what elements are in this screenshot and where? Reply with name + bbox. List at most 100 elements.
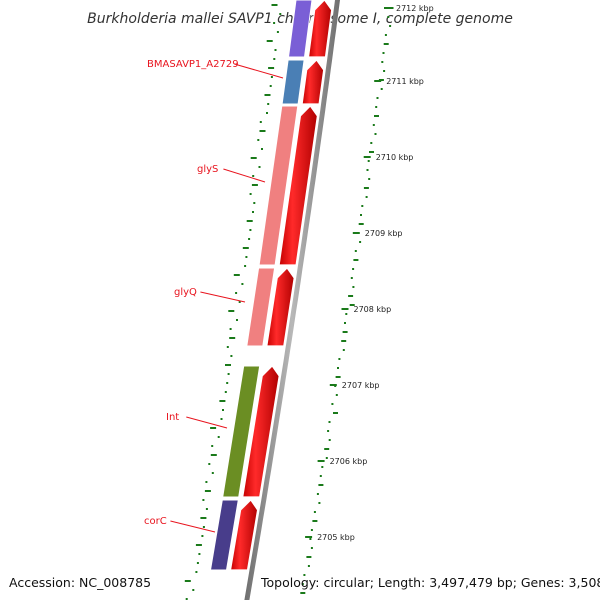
gc-dot xyxy=(382,52,385,54)
gc-dot xyxy=(384,34,387,36)
gene-bar xyxy=(246,267,276,347)
label-leader-line xyxy=(170,520,216,533)
gc-dot xyxy=(266,40,273,42)
ruler-tick-label: 2707 kbp xyxy=(342,381,380,390)
gc-dot xyxy=(361,205,364,207)
gc-dot xyxy=(309,538,312,540)
ruler-tick xyxy=(329,384,337,386)
gc-dot xyxy=(380,88,383,90)
gc-dot xyxy=(205,508,208,510)
gc-dot xyxy=(341,340,347,342)
gc-dot xyxy=(318,484,324,486)
gene-bar xyxy=(287,0,313,58)
gc-dot xyxy=(363,187,369,189)
gc-dot xyxy=(241,283,244,285)
gc-dot xyxy=(270,76,273,78)
gc-dot xyxy=(387,16,390,18)
gc-dot xyxy=(202,499,205,501)
gc-dot xyxy=(360,214,362,216)
gc-dot xyxy=(217,436,220,438)
backbone-band xyxy=(244,0,340,600)
label-leader-line xyxy=(234,63,284,79)
gc-dot xyxy=(261,148,263,150)
gc-dot xyxy=(229,337,236,339)
ruler-tick xyxy=(363,156,371,158)
gc-dot xyxy=(226,346,229,348)
ruler-tick-label: 2710 kbp xyxy=(376,153,414,162)
gc-dot xyxy=(195,571,198,573)
ruler-tick-label: 2712 kbp xyxy=(396,4,434,13)
cds-track xyxy=(229,0,333,571)
gc-dot xyxy=(196,562,199,564)
gc-dot xyxy=(208,463,211,465)
gene-label: Int xyxy=(166,412,179,423)
gc-dot xyxy=(342,349,345,351)
gene-bar xyxy=(209,499,239,571)
gc-dot xyxy=(246,220,253,222)
gc-dot xyxy=(274,49,277,51)
gene-bar xyxy=(281,59,305,105)
cds-arrow xyxy=(266,267,295,347)
gc-dot xyxy=(273,58,276,60)
gc-dot xyxy=(316,493,319,495)
gc-dot xyxy=(233,274,240,276)
gc-dot xyxy=(352,268,355,270)
gc-dot xyxy=(267,103,270,105)
gc-dot xyxy=(229,328,232,330)
ruler-tick xyxy=(384,7,391,9)
gc-dot xyxy=(333,412,338,414)
gc-dot xyxy=(374,133,377,135)
gc-dot xyxy=(383,70,386,72)
gc-dot xyxy=(227,373,230,375)
ruler-tick xyxy=(374,80,382,82)
gc-dot xyxy=(350,277,353,279)
gc-dot xyxy=(271,4,278,6)
gc-dot xyxy=(352,286,355,288)
gene-label: glyQ xyxy=(174,287,197,298)
gene-bar xyxy=(258,105,299,266)
gc-dot xyxy=(383,43,389,45)
label-leader-line xyxy=(186,416,228,429)
gc-dot xyxy=(238,301,241,303)
gc-dot xyxy=(264,94,271,96)
gc-dot xyxy=(185,598,188,600)
gc-dot xyxy=(200,517,207,519)
gc-dot xyxy=(192,589,195,591)
gc-dot xyxy=(225,364,231,366)
gc-dot xyxy=(257,139,260,141)
ruler-tick-label: 2706 kbp xyxy=(330,457,368,466)
gc-dot xyxy=(307,565,310,567)
cds-arrow xyxy=(307,0,333,58)
gene-label: glyS xyxy=(197,164,218,175)
gene-label: BMASAVP1_A2729 xyxy=(147,59,239,70)
ruler-tick xyxy=(341,308,349,310)
gc-dot xyxy=(236,319,238,321)
gc-dot xyxy=(204,490,211,492)
gc-dot xyxy=(303,574,306,576)
gc-dot xyxy=(376,97,379,99)
gc-dot xyxy=(353,259,359,261)
gc-dot xyxy=(250,157,257,159)
gc-dot xyxy=(300,592,306,594)
gc-dot xyxy=(266,112,268,114)
gc-dot xyxy=(313,511,316,513)
gc-dot xyxy=(389,25,392,27)
gene-labels: BMASAVP1_A2729 glyS glyQ Int corC xyxy=(144,59,284,533)
cds-arrow xyxy=(241,365,280,498)
gc-dot xyxy=(195,544,202,546)
ruler-tick-label: 2711 kbp xyxy=(386,77,424,86)
chromosome-backbone xyxy=(244,0,340,600)
accession-label: Accession: NC_008785 xyxy=(9,575,151,590)
gc-dot xyxy=(230,355,233,357)
gc-dot xyxy=(244,265,247,267)
gc-dot xyxy=(210,427,217,429)
gc-dot xyxy=(366,169,369,171)
gc-dot xyxy=(222,409,224,411)
gc-dot xyxy=(331,403,334,405)
gc-dot xyxy=(242,247,249,249)
gc-dot xyxy=(368,178,371,180)
gc-dot xyxy=(359,241,362,243)
gc-dot xyxy=(378,79,384,81)
